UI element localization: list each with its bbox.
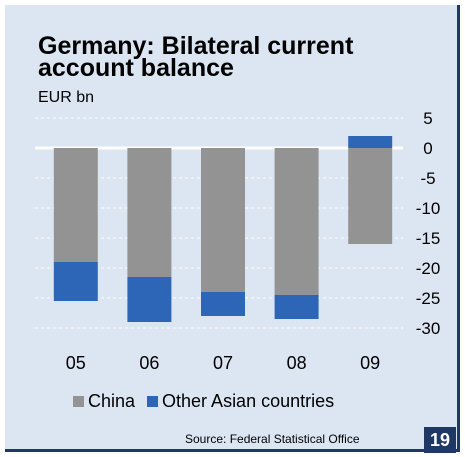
y-tick-label: -25 bbox=[416, 289, 441, 308]
y-tick-label: -15 bbox=[416, 229, 441, 248]
bar-other-asian-08 bbox=[274, 295, 319, 319]
bar-china-05 bbox=[53, 148, 98, 262]
y-tick-label: -10 bbox=[416, 199, 441, 218]
bar-china-09 bbox=[348, 148, 393, 244]
y-tick-label: 0 bbox=[423, 139, 432, 158]
x-tick-label: 07 bbox=[213, 353, 233, 373]
bar-other-asian-07 bbox=[201, 292, 245, 316]
legend-swatch-china bbox=[73, 396, 84, 407]
y-tick-label: -5 bbox=[420, 169, 435, 188]
legend-label-other-asian: Other Asian countries bbox=[162, 391, 335, 411]
bar-other-asian-09 bbox=[348, 136, 393, 148]
chart-panel: Germany: Bilateral current account balan… bbox=[5, 5, 460, 452]
legend-label-china: China bbox=[88, 391, 136, 411]
unit-label: EUR bn bbox=[38, 89, 95, 106]
y-tick-label: -30 bbox=[416, 319, 441, 338]
x-tick-label: 09 bbox=[360, 353, 380, 373]
legend: China Other Asian countries bbox=[73, 391, 346, 412]
source-note: Source: Federal Statistical Office bbox=[185, 432, 360, 446]
legend-item-china: China bbox=[73, 391, 135, 412]
bar-other-asian-05 bbox=[53, 262, 98, 301]
x-tick-label: 08 bbox=[287, 353, 307, 373]
y-tick-label: 5 bbox=[423, 109, 432, 128]
x-tick-label: 06 bbox=[139, 353, 159, 373]
bar-china-08 bbox=[274, 148, 319, 295]
chart-plot: 5 0 -5 -10 -15 -20 -25 -30 05 06 07 08 09 bbox=[35, 109, 441, 373]
legend-swatch-other-asian bbox=[147, 396, 159, 407]
x-tick-label: 05 bbox=[66, 353, 86, 373]
y-tick-label: -20 bbox=[416, 259, 441, 278]
chart-title: Germany: Bilateral current account balan… bbox=[38, 32, 354, 82]
bar-china-07 bbox=[201, 148, 245, 292]
bar-china-06 bbox=[127, 148, 172, 277]
bar-other-asian-06 bbox=[127, 277, 172, 322]
page-number-badge: 19 bbox=[424, 427, 456, 453]
legend-item-other-asian: Other Asian countries bbox=[147, 391, 334, 412]
